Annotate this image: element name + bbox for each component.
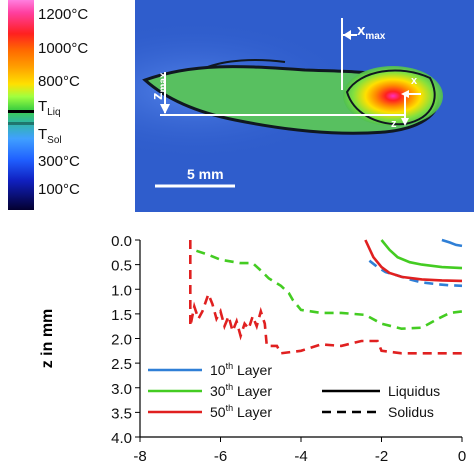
legend-label: 30th Layer bbox=[210, 382, 272, 399]
legend-label: 50th Layer bbox=[210, 403, 272, 420]
colorbar-label-tsol: TSol bbox=[38, 126, 62, 146]
xmax-subscript: max bbox=[365, 31, 386, 42]
thermal-image-graphic bbox=[135, 18, 443, 188]
x-tick-label: -2 bbox=[375, 448, 388, 465]
tsol-subscript: Sol bbox=[47, 135, 62, 146]
series-line-liquidus bbox=[441, 238, 463, 248]
y-tick-label: 0.0 bbox=[111, 233, 132, 250]
tsol-symbol: T bbox=[38, 126, 48, 143]
x-tick-label: -8 bbox=[133, 448, 146, 465]
scale-bar-label: 5 mm bbox=[187, 166, 224, 182]
local-x-axis-label: x bbox=[411, 75, 418, 87]
colorbar-label-300: 300°C bbox=[38, 153, 80, 170]
series-line-solidus bbox=[368, 259, 463, 288]
colorbar-label-1000: 1000°C bbox=[38, 40, 89, 57]
x-tick-label: -6 bbox=[214, 448, 227, 465]
colorbar-solidus-tick bbox=[8, 122, 34, 125]
colorbar-liquidus-tick bbox=[8, 110, 34, 113]
y-axis-title: z in mm bbox=[39, 309, 56, 369]
tliq-subscript: Liq bbox=[47, 107, 61, 118]
legend-style-label: Liquidus bbox=[388, 383, 440, 399]
depth-chart: 0.0 0.5 1.0 1.5 2.0 2.5 3.0 3.5 4.0-8 -6 -4 -2 0 z i… bbox=[39, 233, 466, 465]
legend: 10th Layer 30th Layer 50th Layer Liquidus So… bbox=[142, 359, 457, 431]
colorbar-label-800: 800°C bbox=[38, 73, 80, 90]
y-tick-label: 2.0 bbox=[111, 332, 132, 349]
temperature-colorbar bbox=[8, 0, 34, 210]
xmax-symbol: x bbox=[357, 22, 366, 39]
legend-label: 10th Layer bbox=[210, 361, 272, 378]
series-line-solidus bbox=[189, 240, 462, 355]
colorbar-label-1200: 1200°C bbox=[38, 6, 89, 23]
xmax-label: xmax bbox=[357, 22, 385, 42]
zmax-label: zmax bbox=[149, 72, 169, 100]
thermal-image: xmax zmax x z 5 mm bbox=[135, 0, 474, 212]
y-tick-label: 0.5 bbox=[111, 258, 132, 275]
colorbar-label-tliq: TLiq bbox=[38, 98, 61, 118]
melt-pool bbox=[343, 66, 443, 126]
local-z-axis-label: z bbox=[391, 118, 397, 130]
y-tick-label: 4.0 bbox=[111, 430, 132, 447]
colorbar-label-100: 100°C bbox=[38, 181, 80, 198]
axis-ticks: 0.0 0.5 1.0 1.5 2.0 2.5 3.0 3.5 4.0-8 -6 -4 -2 0 bbox=[111, 233, 466, 465]
xmax-arrow-icon bbox=[343, 30, 351, 40]
y-tick-label: 3.5 bbox=[111, 405, 132, 422]
zmax-symbol: z bbox=[149, 92, 166, 101]
y-tick-label: 1.5 bbox=[111, 307, 132, 324]
colorbar-label-panel bbox=[34, 0, 132, 210]
zmax-arrow-icon bbox=[160, 104, 170, 114]
x-tick-label: -4 bbox=[294, 448, 307, 465]
x-tick-label: 0 bbox=[458, 448, 466, 465]
zmax-subscript: max bbox=[158, 72, 169, 93]
legend-style-label: Solidus bbox=[388, 404, 434, 420]
plot-area bbox=[189, 238, 463, 355]
tliq-symbol: T bbox=[38, 98, 48, 115]
y-tick-label: 1.0 bbox=[111, 282, 132, 299]
series-line-solidus bbox=[195, 249, 463, 331]
series-line-liquidus bbox=[364, 239, 463, 283]
y-tick-label: 3.0 bbox=[111, 381, 132, 398]
series-line-liquidus bbox=[380, 239, 463, 270]
y-tick-label: 2.5 bbox=[111, 356, 132, 373]
